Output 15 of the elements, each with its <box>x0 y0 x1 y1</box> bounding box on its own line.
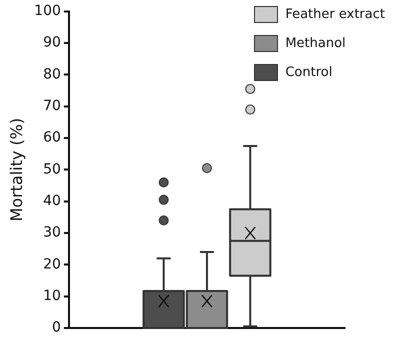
y-tick-label: 80 <box>43 66 61 82</box>
y-tick-label: 40 <box>43 193 61 209</box>
y-axis-title: Mortality (%) <box>6 118 26 222</box>
y-tick-label: 50 <box>43 161 61 178</box>
y-tick-label: 90 <box>43 34 61 51</box>
y-tick-label: 70 <box>43 98 61 114</box>
y-tick-label: 20 <box>43 256 61 272</box>
y-tick-label: 0 <box>52 320 61 336</box>
legend-label: Feather extract <box>285 7 385 22</box>
y-tick-label: 60 <box>43 130 61 146</box>
y-tick-label: 30 <box>43 224 61 241</box>
y-tick-label: 100 <box>34 3 61 20</box>
legend-label: Methanol <box>285 36 346 51</box>
legend-label: Control <box>285 65 332 80</box>
y-tick-label: 10 <box>43 288 61 304</box>
